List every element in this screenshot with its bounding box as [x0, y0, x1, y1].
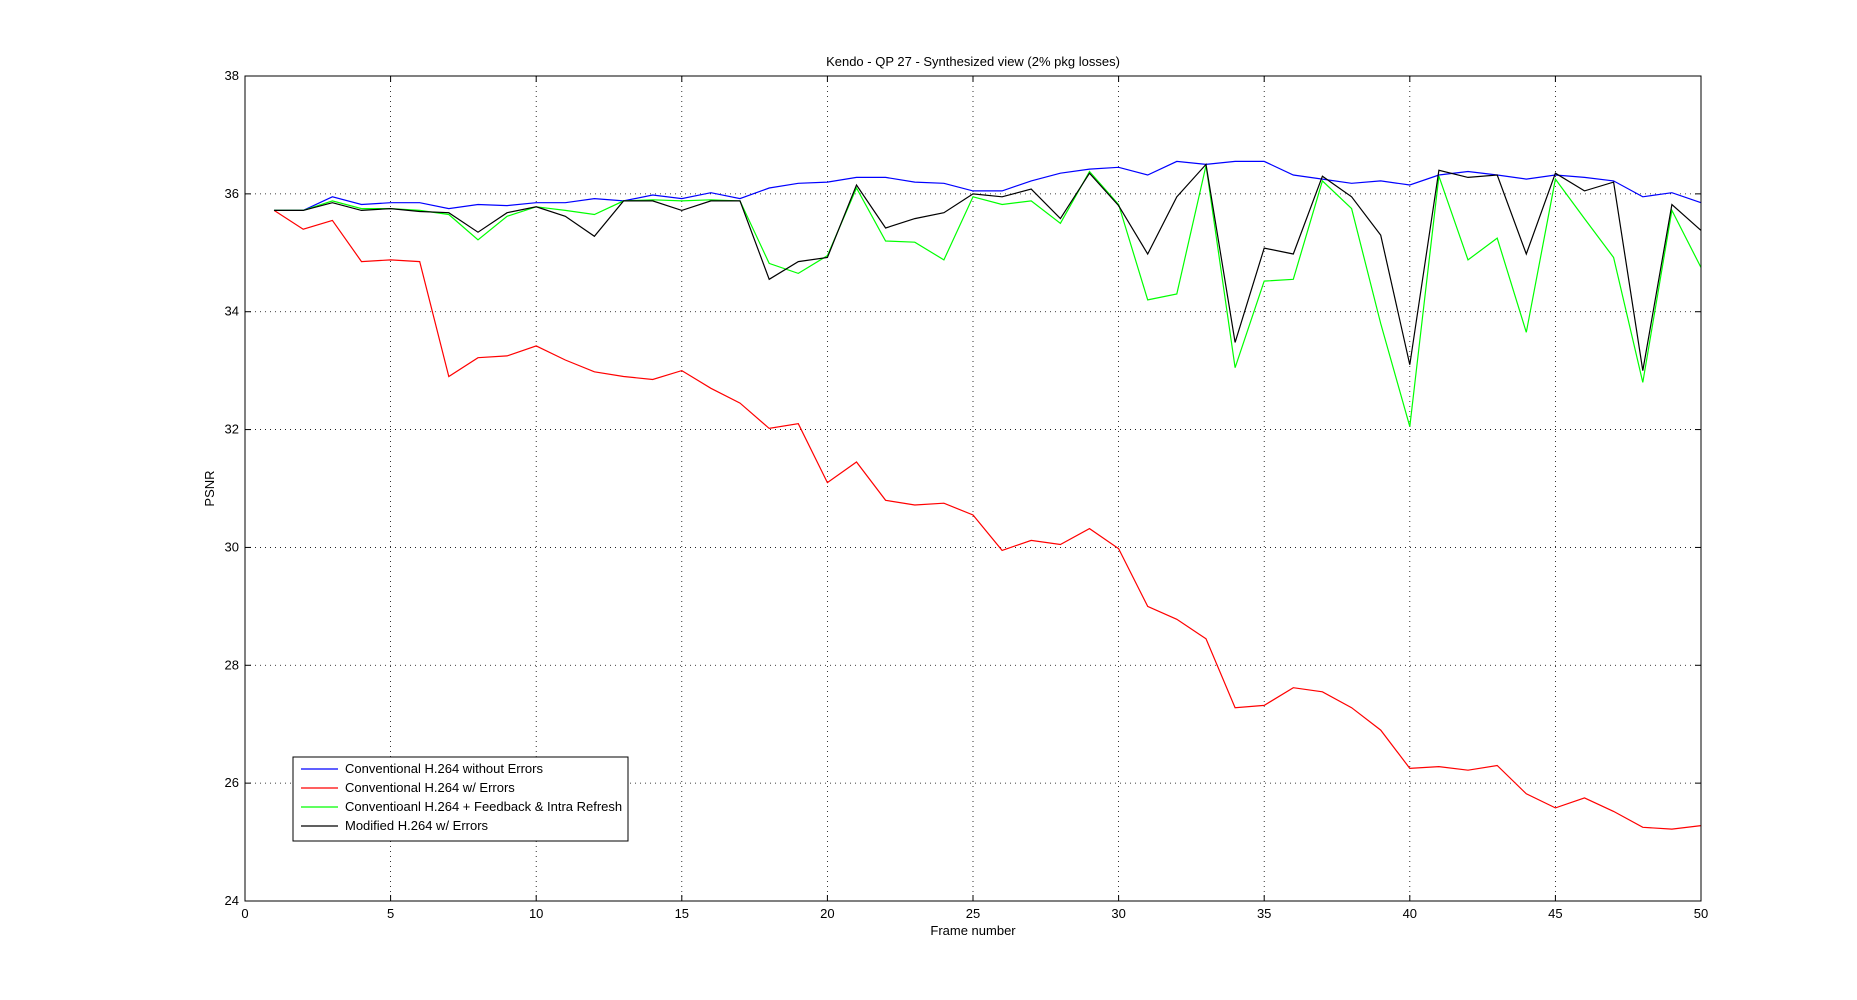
series-line-3	[274, 165, 1702, 427]
legend-label: Conventional H.264 w/ Errors	[345, 780, 515, 795]
x-tick-label: 20	[820, 906, 834, 921]
x-tick-label: 40	[1403, 906, 1417, 921]
x-tick-label: 35	[1257, 906, 1271, 921]
y-tick-label: 28	[225, 657, 239, 672]
x-tick-label: 10	[529, 906, 543, 921]
legend-label: Conventioanl H.264 + Feedback & Intra Re…	[345, 799, 622, 814]
legend: Conventional H.264 without Errors Convent…	[292, 756, 629, 842]
chart-title: Kendo - QP 27 - Synthesized view (2% pkg…	[826, 54, 1120, 69]
y-tick-label: 36	[225, 186, 239, 201]
x-tick-label: 30	[1111, 906, 1125, 921]
series-line-2	[273, 209, 1702, 830]
x-tick-label: 45	[1548, 906, 1562, 921]
legend-box	[292, 756, 629, 842]
y-axis-label: PSNR	[202, 470, 217, 506]
x-tick-label: 5	[387, 906, 394, 921]
y-tick-label: 32	[225, 422, 239, 437]
legend-label: Modified H.264 w/ Errors	[345, 818, 489, 833]
legend-label: Conventional H.264 without Errors	[345, 761, 543, 776]
x-tick-label: 50	[1694, 906, 1708, 921]
x-tick-label: 0	[241, 906, 248, 921]
x-axis-label: Frame number	[930, 923, 1016, 938]
series-layer	[273, 160, 1702, 830]
axis-ticks: 0 5 10 15 20 25 30 35 40 45 50 24 26 28 30 32 34 36 38	[225, 68, 1709, 921]
x-tick-label: 15	[675, 906, 689, 921]
y-tick-label: 26	[225, 775, 239, 790]
y-tick-label: 38	[225, 68, 239, 83]
y-tick-label: 34	[225, 304, 239, 319]
series-line-4	[274, 163, 1702, 371]
x-tick-label: 25	[966, 906, 980, 921]
series-line-1	[274, 160, 1702, 211]
y-tick-label: 24	[225, 893, 239, 908]
y-tick-label: 30	[225, 539, 239, 554]
